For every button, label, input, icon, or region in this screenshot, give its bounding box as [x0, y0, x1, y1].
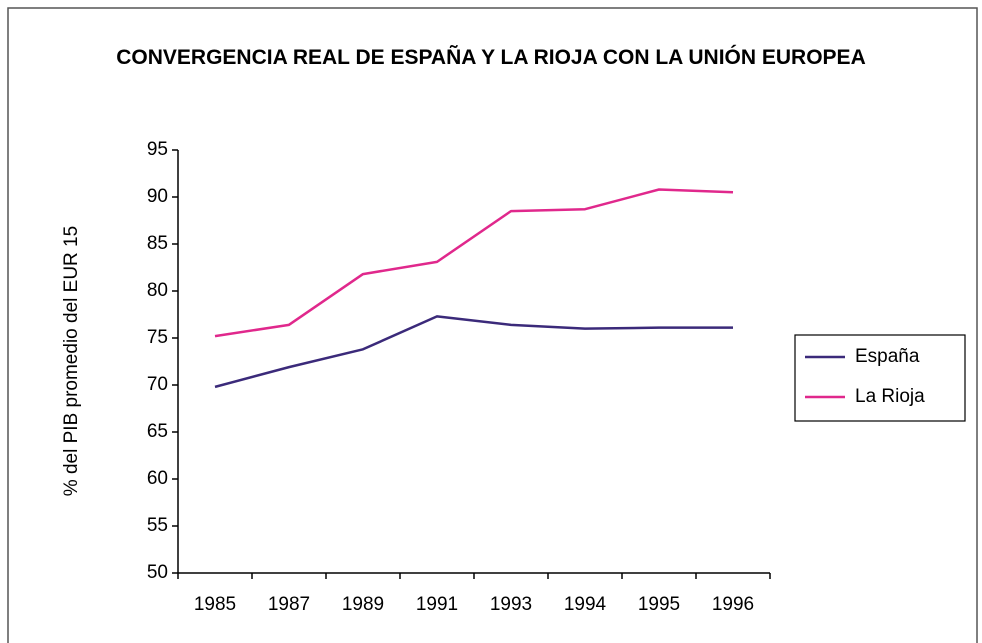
title-box: CONVERGENCIA REAL DE ESPAÑA Y LA RIOJA C…: [0, 38, 982, 78]
y-tick-label: 80: [147, 280, 168, 301]
y-tick-label: 50: [147, 562, 168, 583]
legend-label: España: [855, 346, 920, 367]
y-tick-label: 85: [147, 233, 168, 254]
x-tick-label: 1985: [194, 594, 236, 615]
x-tick-label: 1991: [416, 594, 458, 615]
legend-box: [794, 334, 966, 422]
y-tick-label: 55: [147, 515, 168, 536]
series-line: [214, 315, 733, 389]
legend-label: La Rioja: [855, 386, 925, 407]
series-line: [214, 188, 734, 338]
y-tick-label: 95: [147, 139, 168, 160]
y-tick-label: 90: [147, 186, 168, 207]
y-tick-label: 60: [147, 468, 168, 489]
frame: [7, 7, 978, 643]
x-tick-label: 1989: [342, 594, 384, 615]
x-tick-label: 1996: [712, 594, 754, 615]
chart-title: CONVERGENCIA REAL DE ESPAÑA Y LA RIOJA C…: [116, 46, 866, 69]
y-tick-label: 70: [147, 374, 168, 395]
x-tick-label: 1993: [490, 594, 532, 615]
x-tick-label: 1994: [564, 594, 607, 615]
y-axis-label: % del PIB promedio del EUR 15: [61, 226, 82, 496]
x-tick-label: 1987: [268, 594, 310, 615]
x-tick-label: 1995: [638, 594, 680, 615]
y-tick-label: 75: [147, 327, 168, 348]
y-tick-label: 65: [147, 421, 168, 442]
